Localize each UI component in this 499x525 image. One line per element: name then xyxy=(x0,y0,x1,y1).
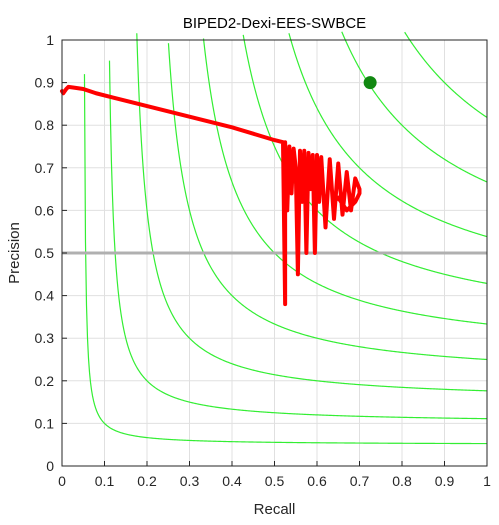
iso-f-curve-0.7 xyxy=(288,33,488,238)
pr-curve-layer xyxy=(60,84,362,307)
y-tick-label-1: 0.1 xyxy=(35,415,55,431)
x-tick-label-1: 0.1 xyxy=(95,473,115,489)
y-tick-label-8: 0.8 xyxy=(35,117,55,133)
y-tick-label-4: 0.4 xyxy=(35,288,55,304)
x-tick-label-10: 1 xyxy=(483,473,491,489)
best-f-point xyxy=(363,76,377,90)
y-tick-label-7: 0.7 xyxy=(35,160,55,176)
best-point-layer xyxy=(363,76,377,90)
y-tick-label-0: 0 xyxy=(46,458,54,474)
y-tick-label-10: 1 xyxy=(46,32,54,48)
x-axis-label: Recall xyxy=(254,501,296,518)
x-tick-label-7: 0.7 xyxy=(350,473,370,489)
x-tick-label-0: 0 xyxy=(58,473,66,489)
y-tick-label-9: 0.9 xyxy=(35,75,55,91)
x-tick-label-3: 0.3 xyxy=(180,473,200,489)
x-tick-label-6: 0.6 xyxy=(307,473,327,489)
iso-f-curve-0.8 xyxy=(341,31,488,183)
y-tick-label-3: 0.3 xyxy=(35,330,55,346)
iso-f-curve-0.9 xyxy=(404,31,488,118)
y-tick-label-5: 0.5 xyxy=(35,245,55,261)
iso-f-curve-0.3 xyxy=(136,33,488,392)
x-tick-label-8: 0.8 xyxy=(392,473,412,489)
y-tick-label-6: 0.6 xyxy=(35,202,55,218)
iso-f-curve-0.2 xyxy=(108,60,488,420)
x-tick-label-2: 0.2 xyxy=(137,473,157,489)
iso-f-curve-0.6 xyxy=(242,34,488,285)
x-ticks: 0 0.1 0.2 0.3 0.4 0.5 0.6 0.7 0.8 0.9 1 xyxy=(58,461,491,489)
y-axis-label: Precision xyxy=(6,222,23,284)
x-tick-label-4: 0.4 xyxy=(222,473,242,489)
iso-f-curve-0.4 xyxy=(167,43,488,361)
pr-curve-line xyxy=(60,84,362,307)
y-tick-label-2: 0.2 xyxy=(35,373,55,389)
x-tick-label-9: 0.9 xyxy=(435,473,455,489)
y-ticks: 0 0.1 0.2 0.3 0.4 0.5 0.6 0.7 0.8 0.9 1 xyxy=(35,32,67,474)
iso-f-curve-0.1 xyxy=(83,74,487,445)
chart-title: BIPED2-Dexi-EES-SWBCE xyxy=(183,15,366,32)
x-tick-label-5: 0.5 xyxy=(265,473,285,489)
iso-f-curve-0.5 xyxy=(202,38,488,325)
iso-f-curves xyxy=(83,31,488,445)
